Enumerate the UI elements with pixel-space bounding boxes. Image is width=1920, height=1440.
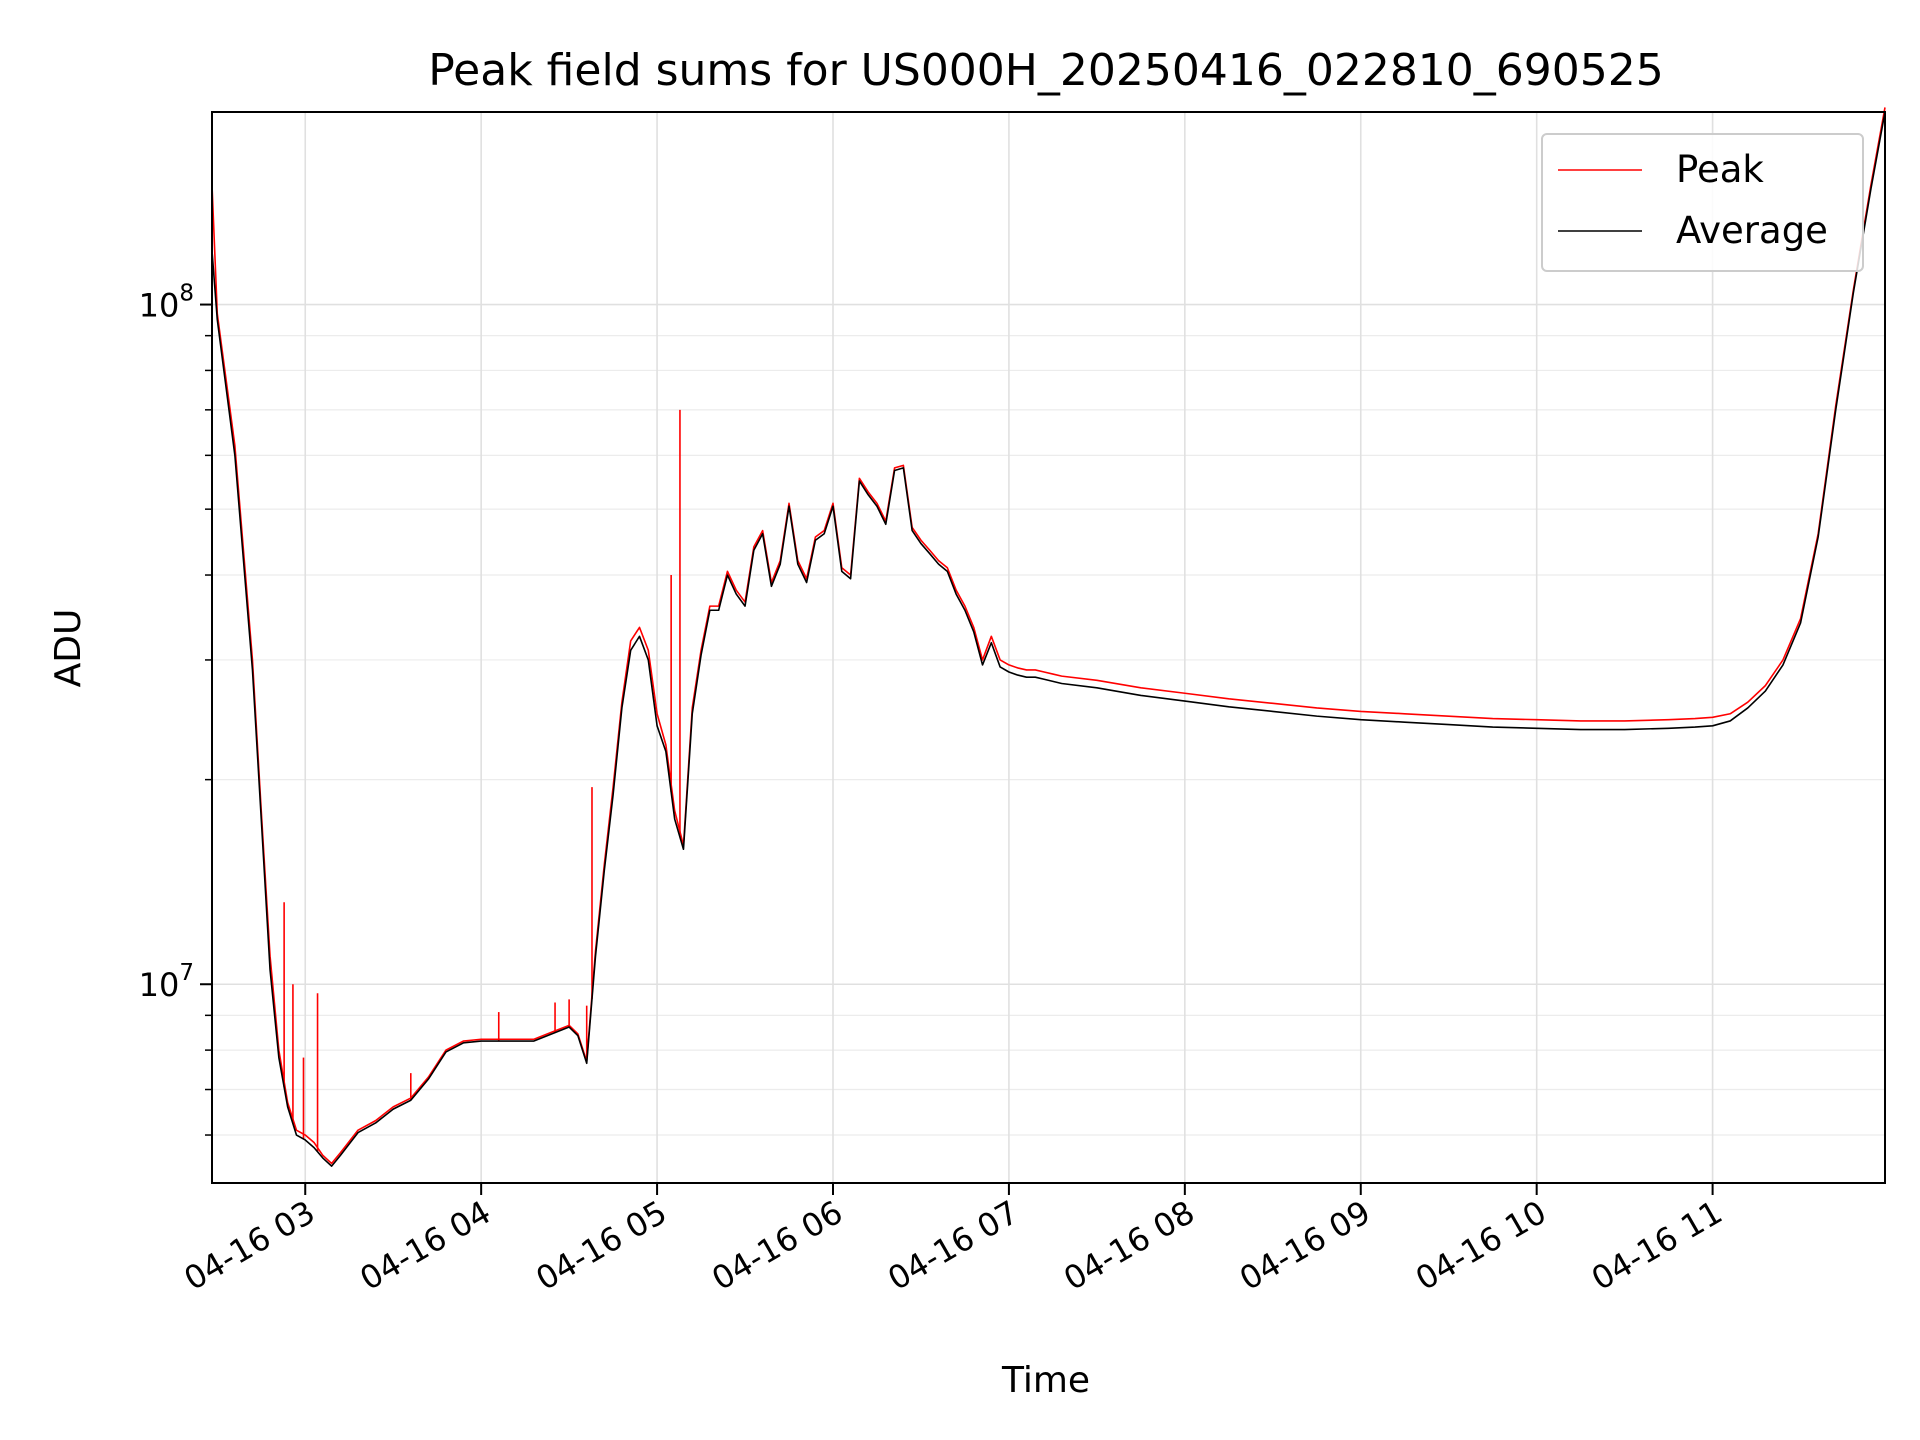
y-tick-label: 108 [139,281,194,325]
legend-label-average: Average [1676,209,1828,252]
y-tick-label-base: 10 [139,287,180,325]
legend-box [1541,133,1864,272]
series-line-average [211,111,1886,1167]
x-axis-label: Time [1001,1360,1090,1401]
series-line-peak [211,107,1886,1165]
y-tick-label: 107 [139,960,194,1004]
y-tick-label-exponent: 8 [179,281,194,307]
plot-lines [211,107,1886,1167]
legend: Peak Average [1541,133,1864,272]
legend-label-peak: Peak [1676,148,1764,191]
axes-frame [211,111,1886,1184]
grid [212,112,1885,1183]
chart-title: Peak field sums for US000H_20250416_0228… [428,45,1664,96]
y-tick-label-base: 10 [139,966,180,1004]
y-axis-label: ADU [48,609,89,688]
y-tick-label-exponent: 7 [179,960,194,986]
